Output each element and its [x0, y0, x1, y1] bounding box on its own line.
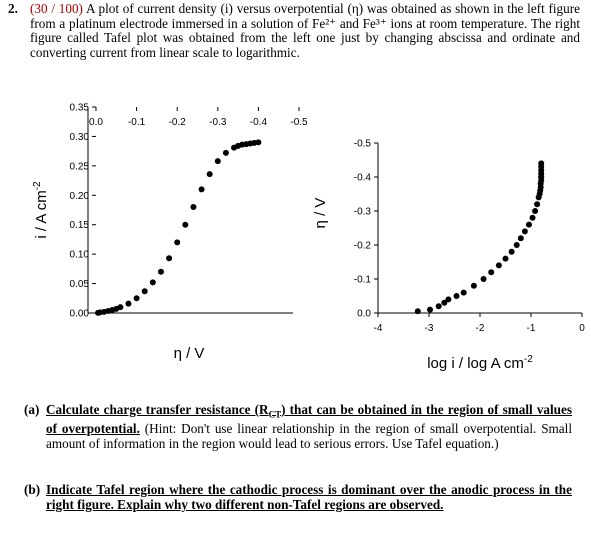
- question-a-hint: (Hint: Don't use linear relationship in …: [46, 421, 572, 451]
- right-data-point: [525, 221, 532, 228]
- right-data-point: [495, 262, 502, 269]
- right-x-tick-label: -3: [425, 323, 434, 334]
- left-y-tick-label: 0.00: [70, 309, 90, 320]
- left-y-tick-label: 0.05: [70, 279, 90, 290]
- right-y-tick-label: -0.4: [354, 173, 372, 184]
- right-data-point: [445, 296, 452, 303]
- problem-body: (30 / 100) A plot of current density (i)…: [30, 1, 580, 60]
- left-data-point: [125, 300, 132, 307]
- problem-number: 2.: [8, 1, 18, 16]
- right-data-point: [435, 303, 442, 310]
- left-y-tick-label: 0.35: [70, 103, 90, 114]
- left-data-point: [166, 255, 173, 262]
- right-data-point: [480, 276, 487, 282]
- right-data-point: [538, 160, 545, 167]
- right-data-point: [488, 269, 495, 276]
- left-x-tick-label: -0.5: [290, 117, 308, 128]
- right-data-point: [453, 293, 460, 299]
- left-chart: 0.00 0.05 0.10 0.15 0.20 0.25 0.30 0.35 0.0 -0.1…: [32, 103, 308, 363]
- right-data-point: [532, 208, 539, 214]
- right-data-point: [513, 242, 520, 248]
- left-data-point: [255, 139, 262, 146]
- right-y-tick-label: -0.3: [354, 207, 372, 218]
- right-y-tick-label: 0.0: [357, 309, 371, 320]
- right-y-tick-label: -0.1: [354, 275, 372, 286]
- left-y-tick-label: 0.30: [70, 132, 90, 143]
- left-x-tick-label: 0.0: [89, 117, 103, 128]
- right-x-tick-label: -4: [374, 323, 383, 334]
- left-data-point: [174, 239, 181, 246]
- left-y-tick-label: 0.20: [70, 191, 90, 202]
- right-data-point: [529, 214, 536, 221]
- question-a: (a) Calculate charge transfer resistance…: [24, 402, 572, 451]
- left-data-point: [133, 295, 140, 302]
- right-chart: 0.0-0.1-0.2-0.3-0.4-0.5 -4 -3 -2 -1 0 η / V …: [312, 139, 585, 373]
- right-x-tick-label: -1: [527, 323, 536, 334]
- question-b-task: Indicate Tafel region where the cathodic…: [46, 482, 572, 512]
- right-data-point: [502, 255, 509, 262]
- left-data-point: [157, 268, 164, 275]
- problem-score: (30 / 100): [30, 1, 83, 16]
- right-data-point: [427, 306, 434, 313]
- problem-statement: 2. (30 / 100) A plot of current density …: [8, 1, 580, 60]
- left-data-point: [190, 204, 197, 211]
- left-y-tick-label: 0.10: [70, 250, 90, 261]
- right-y-axis-label: η / V: [312, 198, 329, 229]
- right-x-tick-label: 0: [579, 323, 585, 334]
- left-data-point: [149, 279, 156, 286]
- right-data-point: [508, 248, 515, 255]
- left-x-tick-label: -0.1: [128, 117, 146, 128]
- left-y-tick-label: 0.15: [70, 220, 90, 231]
- left-data-point: [206, 171, 213, 178]
- right-data-point: [470, 282, 477, 289]
- left-data-point: [182, 221, 189, 228]
- right-data-point: [517, 235, 524, 242]
- right-data-point: [441, 299, 448, 306]
- left-y-tick-label: 0.25: [70, 161, 90, 172]
- left-y-axis-label: i / A cm-2: [32, 181, 50, 239]
- question-a-task: Calculate charge transfer resistance (RC…: [46, 402, 572, 437]
- left-x-tick-label: -0.4: [250, 117, 268, 128]
- problem-text: A plot of current density (i) versus ove…: [30, 1, 580, 60]
- question-b: (b) Indicate Tafel region where the cath…: [24, 482, 572, 512]
- left-data-point: [222, 149, 229, 156]
- question-a-label: (a): [24, 402, 40, 417]
- left-data-point: [214, 158, 221, 165]
- left-data-point: [198, 186, 205, 193]
- right-data-point: [521, 228, 528, 235]
- right-x-tick-label: -2: [476, 323, 485, 334]
- left-x-axis-label: η / V: [174, 345, 205, 362]
- right-data-point: [460, 289, 467, 296]
- right-x-axis-label: log i / log A cm-2: [427, 354, 533, 372]
- right-data-point: [538, 174, 545, 180]
- right-data-point: [534, 201, 541, 208]
- right-y-tick-label: -0.5: [354, 139, 372, 150]
- question-b-label: (b): [24, 482, 41, 497]
- left-x-tick-label: -0.2: [169, 117, 187, 128]
- left-data-point: [141, 288, 148, 295]
- left-x-tick-label: -0.3: [209, 117, 227, 128]
- right-data-point: [414, 308, 421, 315]
- left-data-point: [117, 304, 124, 311]
- right-y-tick-label: -0.2: [354, 241, 372, 252]
